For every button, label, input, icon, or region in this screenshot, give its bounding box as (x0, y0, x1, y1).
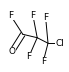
Text: F: F (30, 11, 36, 20)
Text: F: F (8, 11, 13, 20)
Text: F: F (43, 13, 48, 22)
Text: F: F (41, 57, 46, 66)
Text: O: O (8, 47, 16, 56)
Text: F: F (26, 52, 31, 61)
Text: Cl: Cl (56, 39, 64, 48)
